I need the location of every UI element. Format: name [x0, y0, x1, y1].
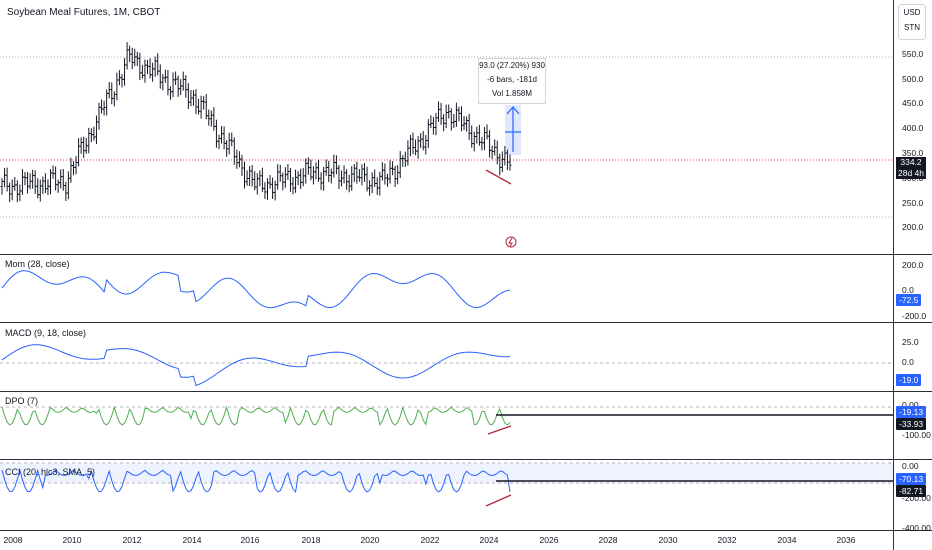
cci-trendline [485, 494, 512, 507]
mom-axis-label: 0.0 [902, 285, 914, 295]
measure-tooltip: 93.0 (27.20%) 930 -6 bars, -181d Vol 1.8… [478, 58, 546, 104]
price-axis-label: 500.0 [902, 74, 924, 84]
time-axis-label: 2034 [777, 535, 797, 545]
pane-separator[interactable] [0, 322, 932, 323]
pane-separator[interactable] [0, 391, 932, 392]
time-axis-label: 2026 [539, 535, 559, 545]
dpo-value-badge: -19.13 [896, 406, 927, 418]
cci-line [1, 468, 511, 494]
mom-value-badge: -72.5 [896, 294, 922, 306]
measure-arrowhead [506, 106, 520, 115]
cci-label[interactable]: CCI (20, hlc3, SMA, 5) [5, 467, 96, 477]
measure-bars: -6 bars, -181d [487, 75, 537, 84]
dpo-line [1, 405, 511, 426]
dpo-label[interactable]: DPO (7) [5, 396, 39, 406]
pane-separator[interactable] [0, 459, 932, 460]
time-axis-label: 2008 [3, 535, 23, 545]
time-axis-label: 2010 [62, 535, 82, 545]
currency-label: USD [903, 8, 921, 17]
dpo-axis-label: -100.00 [902, 430, 931, 440]
mom-axis-label: -200.0 [902, 311, 927, 321]
macd-value-badge: -19.0 [896, 374, 922, 386]
time-axis-label: 2028 [598, 535, 618, 545]
event-icon [505, 236, 517, 248]
mom-label[interactable]: Mom (28, close) [5, 259, 70, 269]
cci-hline-badge: -82.71 [896, 485, 927, 497]
macd-line [1, 344, 511, 387]
cci-axis-label: 0.00 [902, 461, 919, 471]
chart-title[interactable]: Soybean Meal Futures, 1M, CBOT [7, 7, 161, 18]
last-price-value: 334.2 [900, 157, 922, 167]
price-axis-label: 400.0 [902, 123, 924, 133]
time-axis-label: 2022 [420, 535, 440, 545]
last-price-badge: 334.2 28d 4h [896, 157, 926, 179]
measure-change: 93.0 (27.20%) 930 [479, 61, 545, 70]
cci-axis-label: -400.00 [902, 523, 931, 533]
macd-axis-label: 0.0 [902, 357, 914, 367]
macd-label[interactable]: MACD (9, 18, close) [5, 328, 87, 338]
time-axis-label: 2032 [717, 535, 737, 545]
time-axis-label: 2024 [479, 535, 499, 545]
time-axis-label: 2012 [122, 535, 142, 545]
unit-selector[interactable]: USD STN [898, 4, 926, 40]
bar-countdown: 28d 4h [898, 168, 924, 178]
price-axis-label: 250.0 [902, 198, 924, 208]
price-axis-label: 200.0 [902, 222, 924, 232]
unit-label: STN [904, 23, 920, 32]
time-axis-label: 2036 [836, 535, 856, 545]
time-axis-label: 2018 [301, 535, 321, 545]
price-axis-label: 550.0 [902, 49, 924, 59]
dpo-axis-label: 0.00 [902, 400, 919, 410]
time-axis-label: 2016 [240, 535, 260, 545]
dpo-trendline [487, 425, 512, 435]
macd-axis-label: 25.0 [902, 337, 919, 347]
cci-value-badge: -70.13 [896, 473, 927, 485]
time-axis-label: 2020 [360, 535, 380, 545]
mom-axis-label: 200.0 [902, 260, 924, 270]
time-axis-label: 2030 [658, 535, 678, 545]
price-axis-border [893, 0, 894, 550]
price-axis-label: 450.0 [902, 98, 924, 108]
price-trendline [485, 169, 512, 185]
pane-separator[interactable] [0, 254, 932, 255]
price-axis-label: 350.0 [902, 148, 924, 158]
price-bars [0, 42, 512, 203]
time-axis-border [0, 530, 932, 531]
mom-line [1, 270, 511, 309]
cci-band [0, 463, 893, 483]
measure-volume: Vol 1.858M [491, 89, 533, 98]
dpo-hline-badge: -33.93 [896, 418, 927, 430]
lightning-icon [508, 237, 513, 248]
time-axis-label: 2014 [182, 535, 202, 545]
cci-axis-label: -200.00 [902, 493, 931, 503]
